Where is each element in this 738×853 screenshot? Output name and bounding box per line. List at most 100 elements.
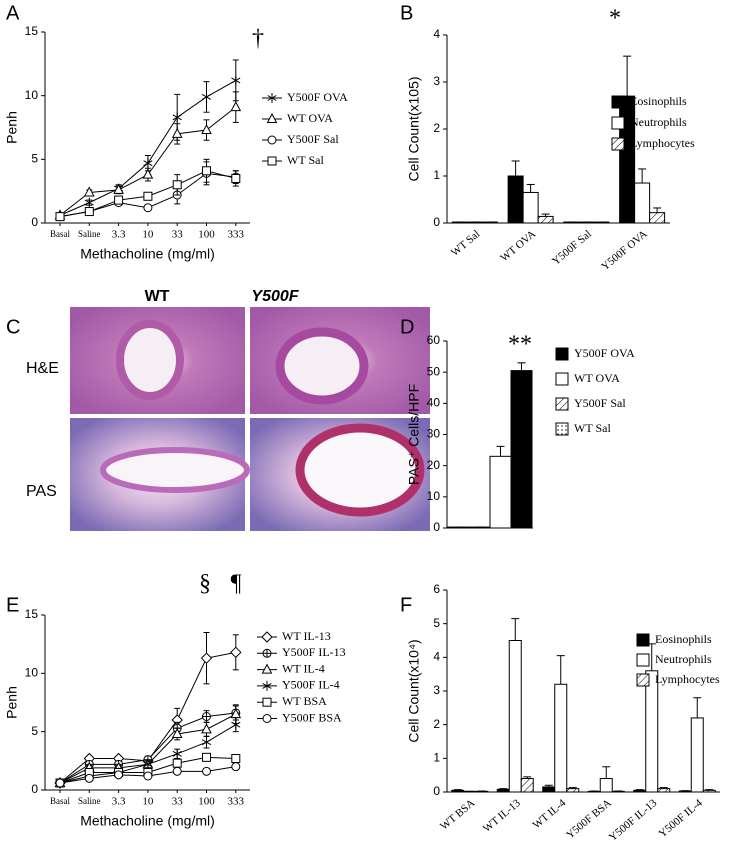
legend-swatch	[555, 422, 569, 436]
legend-label: Y500F OVA	[287, 90, 348, 104]
marker	[172, 748, 182, 759]
marker-part	[267, 95, 277, 101]
annotation: †	[252, 26, 264, 52]
legend-label: Lymphocytes	[630, 136, 695, 150]
marker	[55, 212, 65, 222]
marker	[231, 75, 241, 86]
y-tick-label: 0	[31, 215, 38, 229]
micrographs	[70, 307, 430, 531]
x-tick-label: WT IL-4	[531, 797, 569, 832]
error-bar	[511, 618, 520, 641]
legend-swatch	[636, 633, 650, 647]
y-tick-label: 4	[433, 27, 440, 41]
y-axis-title: Penh	[4, 686, 20, 719]
marker	[261, 663, 273, 674]
marker	[262, 680, 272, 691]
marker	[231, 754, 241, 763]
panel-letter: A	[6, 2, 20, 24]
x-tick-label: 3.3	[112, 796, 126, 808]
marker	[172, 766, 182, 776]
bar	[634, 182, 651, 224]
bar	[633, 789, 647, 793]
panel-letter: E	[6, 594, 19, 616]
legend-label: Y500F Sal	[574, 396, 626, 410]
y-tick-label: 2	[433, 717, 440, 731]
x-tick-label: WT Sal	[449, 228, 483, 259]
x-tick-label: WT OVA	[498, 228, 538, 264]
y-tick-label: 5	[31, 152, 38, 166]
marker	[171, 727, 183, 738]
marker-part	[55, 778, 65, 788]
marker-part	[171, 727, 183, 738]
marker-part	[172, 766, 182, 776]
legend-swatch	[555, 397, 569, 411]
error-bar	[526, 183, 535, 193]
marker-part	[201, 739, 212, 746]
x-tick-label: WT IL-13	[481, 797, 523, 835]
legend-label: Y500F OVA	[574, 346, 635, 360]
y-tick-label: 50	[427, 364, 441, 378]
row-label: PAS	[26, 483, 57, 500]
bar	[702, 789, 716, 793]
annotation: **	[508, 332, 532, 358]
y-tick-label: 15	[25, 607, 39, 621]
legend-label: WT BSA	[282, 694, 327, 708]
x-axis-title: Methacholine (mg/ml)	[80, 246, 215, 262]
legend-swatch	[611, 116, 625, 130]
x-tick-label: 100	[198, 796, 215, 808]
legend-label: Y500F Sal	[287, 132, 339, 146]
panel-letter: F	[400, 594, 412, 616]
marker-part	[201, 94, 212, 100]
marker	[230, 646, 242, 659]
error-bar	[544, 784, 553, 787]
error-bar	[517, 362, 526, 371]
x-tick-label: 10	[142, 796, 154, 808]
annotation: *	[609, 6, 621, 32]
x-tick-label: 100	[198, 229, 215, 241]
marker-part	[202, 766, 211, 776]
column-label: Y500F	[251, 288, 299, 305]
legend-label: Neutrophils	[655, 652, 712, 666]
error-bar	[602, 766, 611, 779]
error-bar	[496, 445, 505, 457]
marker-part	[143, 160, 153, 167]
y-tick-label: 40	[427, 396, 441, 410]
marker	[201, 91, 212, 102]
legend-swatch	[611, 137, 625, 151]
bar	[520, 778, 534, 793]
marker	[267, 135, 277, 145]
x-tick-label: Y500F OVA	[599, 228, 649, 273]
marker	[262, 697, 272, 707]
legend-swatch	[555, 372, 569, 386]
bar	[554, 683, 568, 793]
bar	[489, 455, 512, 529]
error-bar	[511, 160, 520, 176]
x-tick-label: Basal	[50, 229, 70, 239]
marker-part	[261, 631, 273, 643]
marker-part	[171, 127, 183, 138]
bar	[507, 175, 524, 224]
marker	[202, 712, 211, 721]
legend-label: WT OVA	[287, 111, 333, 125]
error-bar	[705, 789, 714, 791]
error-bar	[623, 55, 632, 97]
marker-part	[84, 773, 94, 783]
marker-part	[172, 758, 182, 768]
marker	[267, 93, 277, 103]
marker-part	[113, 183, 124, 194]
x-tick-label: Basal	[50, 796, 70, 806]
y-axis-title: Cell Count(x105)	[406, 76, 422, 181]
marker	[83, 186, 95, 197]
legend-label: Y500F IL-4	[282, 678, 340, 692]
marker	[201, 123, 212, 135]
y-tick-label: 60	[427, 333, 441, 347]
bar	[537, 215, 554, 224]
marker-part	[83, 186, 95, 197]
y-tick-label: 0	[433, 520, 440, 534]
marker	[55, 778, 65, 788]
y-tick-label: 10	[427, 489, 441, 503]
y-axis-title: Cell Count(x10⁴)	[406, 639, 422, 742]
marker-part	[262, 697, 272, 707]
marker-part	[201, 123, 212, 135]
